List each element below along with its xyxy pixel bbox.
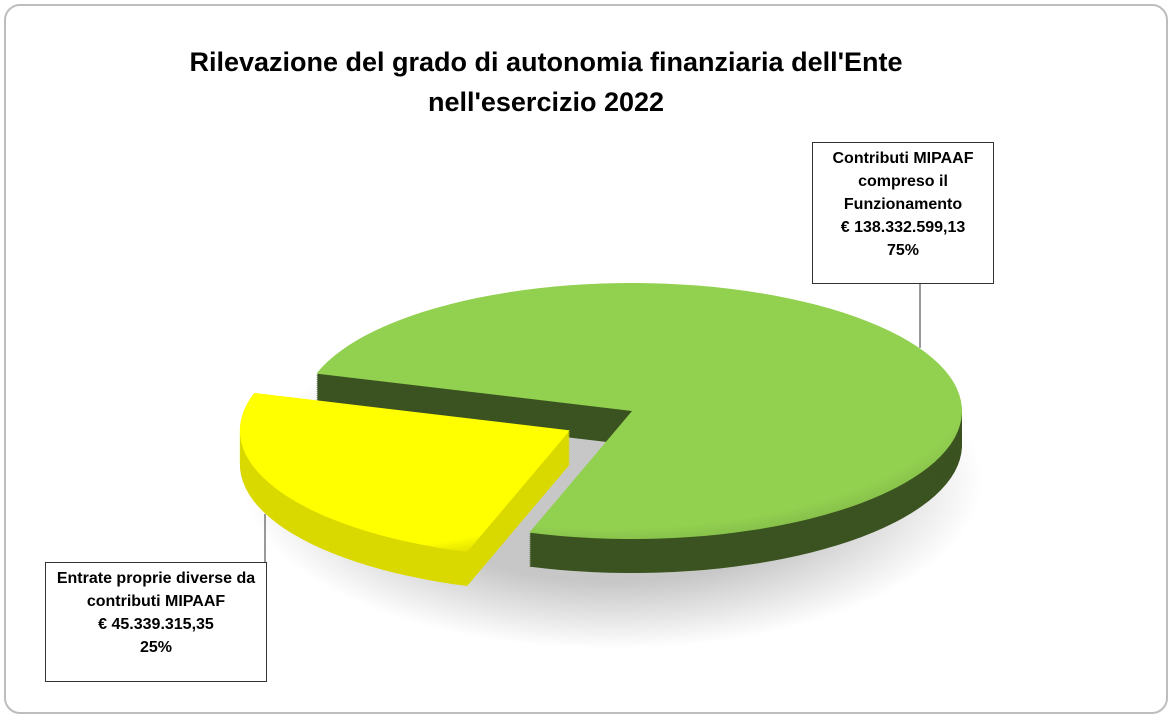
label-value-labels: € 45.339.315,35 [98, 616, 214, 633]
label-percent-labels: 25% [139, 639, 173, 656]
label-value-labels: € 138.332.599,13 [840, 219, 966, 236]
data-label: Contributi MIPAAF compreso il Funzioname… [812, 142, 994, 284]
data-label: Entrate proprie diverse da contributi MI… [45, 562, 267, 682]
slice [239, 392, 570, 552]
chart [239, 282, 982, 649]
slice [316, 282, 962, 539]
chart-frame: Rilevazione del grado di autonomia finan… [4, 4, 1168, 714]
label-percent-labels: 75% [886, 242, 920, 259]
chart-title: Rilevazione del grado di autonomia finan… [189, 47, 903, 117]
label-categories: Entrate proprie diverse da contributi MI… [56, 570, 256, 610]
label-categories: Contributi MIPAAF compreso il Funzioname… [832, 150, 974, 213]
